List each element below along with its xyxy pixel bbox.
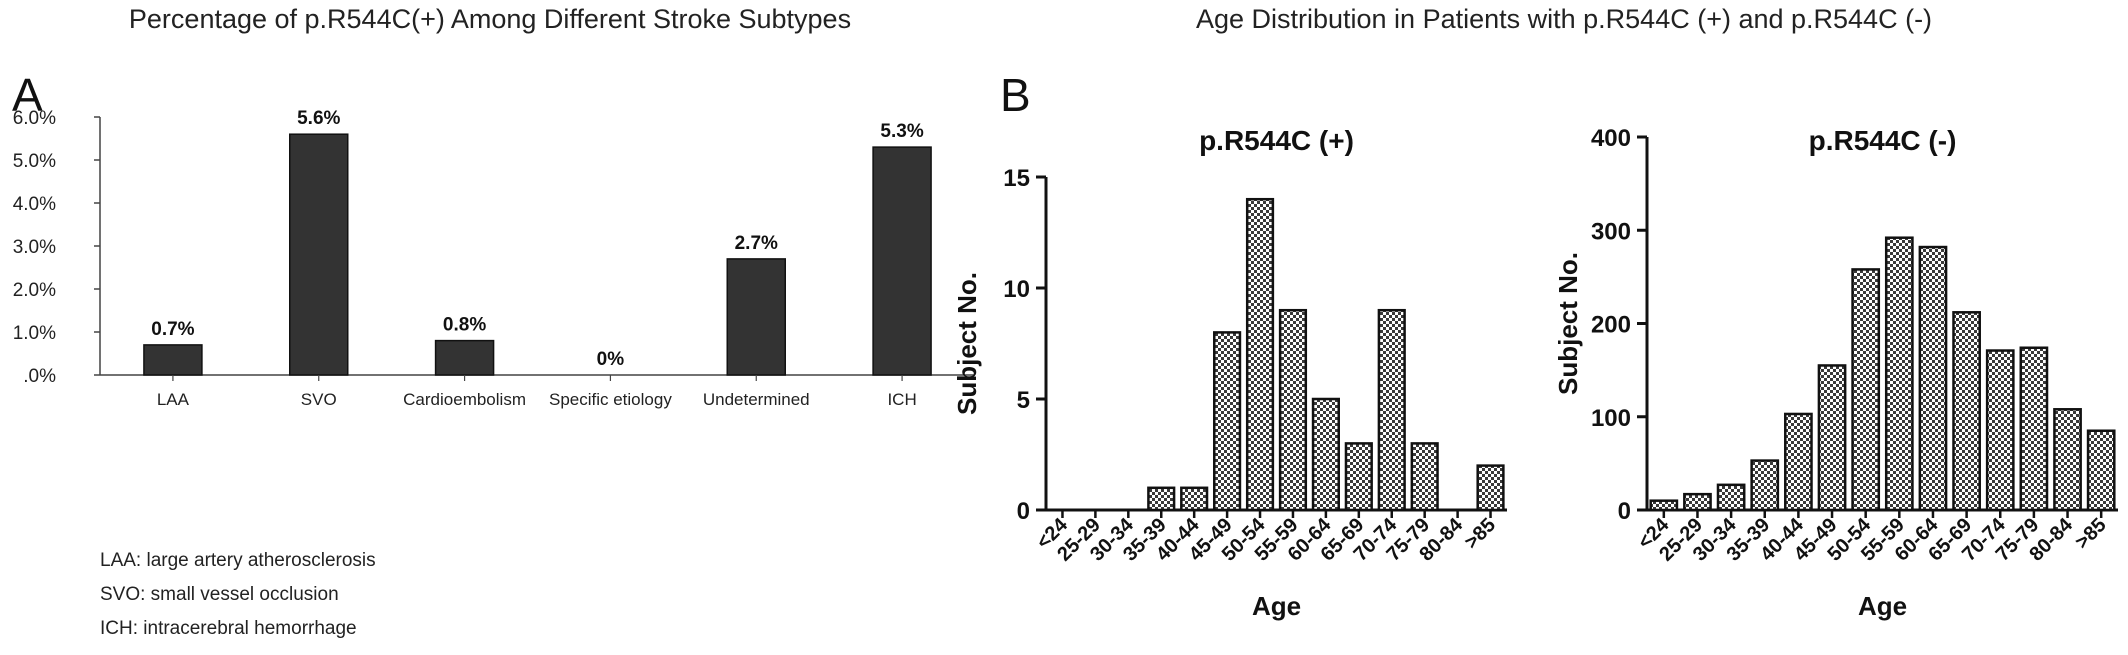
- chart-b-negative-y-label: Subject No.: [1553, 252, 1583, 395]
- chart-b-negative-bar-35-39: [1750, 459, 1780, 512]
- chart-a-x-tick-label-cardioembolism: Cardioembolism: [403, 390, 526, 409]
- chart-b-positive-bar-65-69: [1344, 442, 1373, 512]
- chart-a-bar-cardioembolism: [434, 339, 495, 376]
- panel-letter-a: A: [12, 69, 43, 121]
- chart-b-positive-bar-70-74: [1377, 308, 1406, 512]
- chart-a-x-tick-label-laa: LAA: [157, 390, 190, 409]
- chart-a-data-label: 5.3%: [880, 121, 923, 142]
- chart-a-title: Percentage of p.R544C(+) Among Different…: [128, 4, 852, 34]
- chart-b-negative-y-tick-label: 200: [1591, 312, 1631, 339]
- chart-b-negative-y-tick-label: 100: [1591, 405, 1631, 432]
- chart-a-x-tick-label-undetermined: Undetermined: [703, 390, 810, 409]
- chart-a-y-tick-label: 5.0%: [13, 151, 56, 172]
- footnote-laa: LAA: large artery atherosclerosis: [100, 550, 376, 571]
- chart-a-x-tick-label-specific-etiology: Specific etiology: [549, 390, 672, 409]
- footnote-svo: SVO: small vessel occlusion: [100, 584, 339, 605]
- chart-a-stroke-subtypes: .0% 1.0% 2.0% 3.0% 4.0% 5.0% 6.0% 0.7% LAA 5.6% SV…: [13, 108, 975, 409]
- chart-a-y-tick-label: 4.0%: [13, 194, 56, 215]
- chart-a-bar-laa: [143, 344, 203, 376]
- chart-a-data-label: 5.6%: [297, 108, 340, 129]
- chart-b-positive-title: p.R544C (+): [1199, 125, 1354, 156]
- chart-a-data-label: 2.7%: [735, 233, 778, 254]
- chart-b-negative-bar-70-74: [1985, 349, 2015, 512]
- chart-a-y-tick-label: 6.0%: [13, 108, 56, 129]
- chart-b-negative-bar-85: [2086, 429, 2116, 512]
- chart-b-negative-bar-75-79: [2019, 346, 2049, 512]
- chart-a-y-tick-label: .0%: [23, 366, 56, 387]
- chart-a-y-tick-label: 3.0%: [13, 237, 56, 258]
- chart-b-negative-title: p.R544C (-): [1809, 125, 1957, 156]
- chart-b-negative-bar-40-44: [1784, 412, 1813, 512]
- chart-a-x-tick-label-ich: ICH: [887, 390, 916, 409]
- chart-b-negative-bar-45-49: [1817, 364, 1847, 512]
- chart-a-x-tick-label-svo: SVO: [301, 390, 337, 409]
- chart-b-negative-bar-80-84: [2053, 408, 2082, 512]
- chart-b-positive-y-tick-label: 0: [1017, 498, 1030, 525]
- chart-b-positive-y-tick-label: 15: [1003, 165, 1030, 192]
- chart-a-y-tick-label: 1.0%: [13, 323, 56, 344]
- chart-a-data-label: 0%: [597, 349, 625, 370]
- chart-b-negative-bar-55-59: [1884, 236, 1914, 512]
- chart-b-suptitle: Age Distribution in Patients with p.R544…: [1195, 4, 1933, 34]
- chart-b-positive-bar-55-59: [1278, 308, 1308, 512]
- chart-a-bar-undetermined: [726, 258, 786, 376]
- footnote-ich: ICH: intracerebral hemorrhage: [100, 618, 357, 639]
- chart-b-negative-bar-65-69: [1952, 311, 1981, 512]
- chart-a-data-label: 0.7%: [151, 319, 194, 340]
- chart-b-negative-bar-50-54: [1851, 268, 1881, 512]
- chart-b-positive-y-tick-label: 5: [1017, 387, 1030, 414]
- chart-b-positive-x-label: Age: [1252, 591, 1301, 621]
- chart-b-negative-x-label: Age: [1858, 591, 1907, 621]
- chart-b-positive-y-label: Subject No.: [952, 272, 982, 415]
- chart-b-negative-y-tick-label: 0: [1618, 498, 1631, 525]
- chart-b-negative-y-tick-label: 400: [1591, 125, 1631, 152]
- chart-a-data-label: 0.8%: [443, 315, 486, 336]
- panel-letter-b: B: [1000, 69, 1031, 121]
- chart-b-positive-y-tick-label: 10: [1003, 276, 1030, 303]
- chart-b-positive-bar-85: [1476, 464, 1505, 512]
- chart-b-positive-bar-60-64: [1311, 397, 1340, 512]
- chart-a-y-tick-label: 2.0%: [13, 280, 56, 301]
- chart-b-negative-bar-24: [1649, 499, 1679, 512]
- chart-b-negative-x-tick-label-85: >85: [2071, 514, 2111, 554]
- chart-b-negative-y-tick-label: 300: [1591, 218, 1631, 245]
- chart-b-negative-bar-60-64: [1918, 245, 1948, 512]
- chart-b-negative-bar-25-29: [1683, 492, 1712, 512]
- chart-a-bar-ich: [872, 146, 932, 376]
- chart-b-negative-bar-30-34: [1716, 483, 1746, 512]
- chart-b-positive-bar-75-79: [1410, 442, 1439, 512]
